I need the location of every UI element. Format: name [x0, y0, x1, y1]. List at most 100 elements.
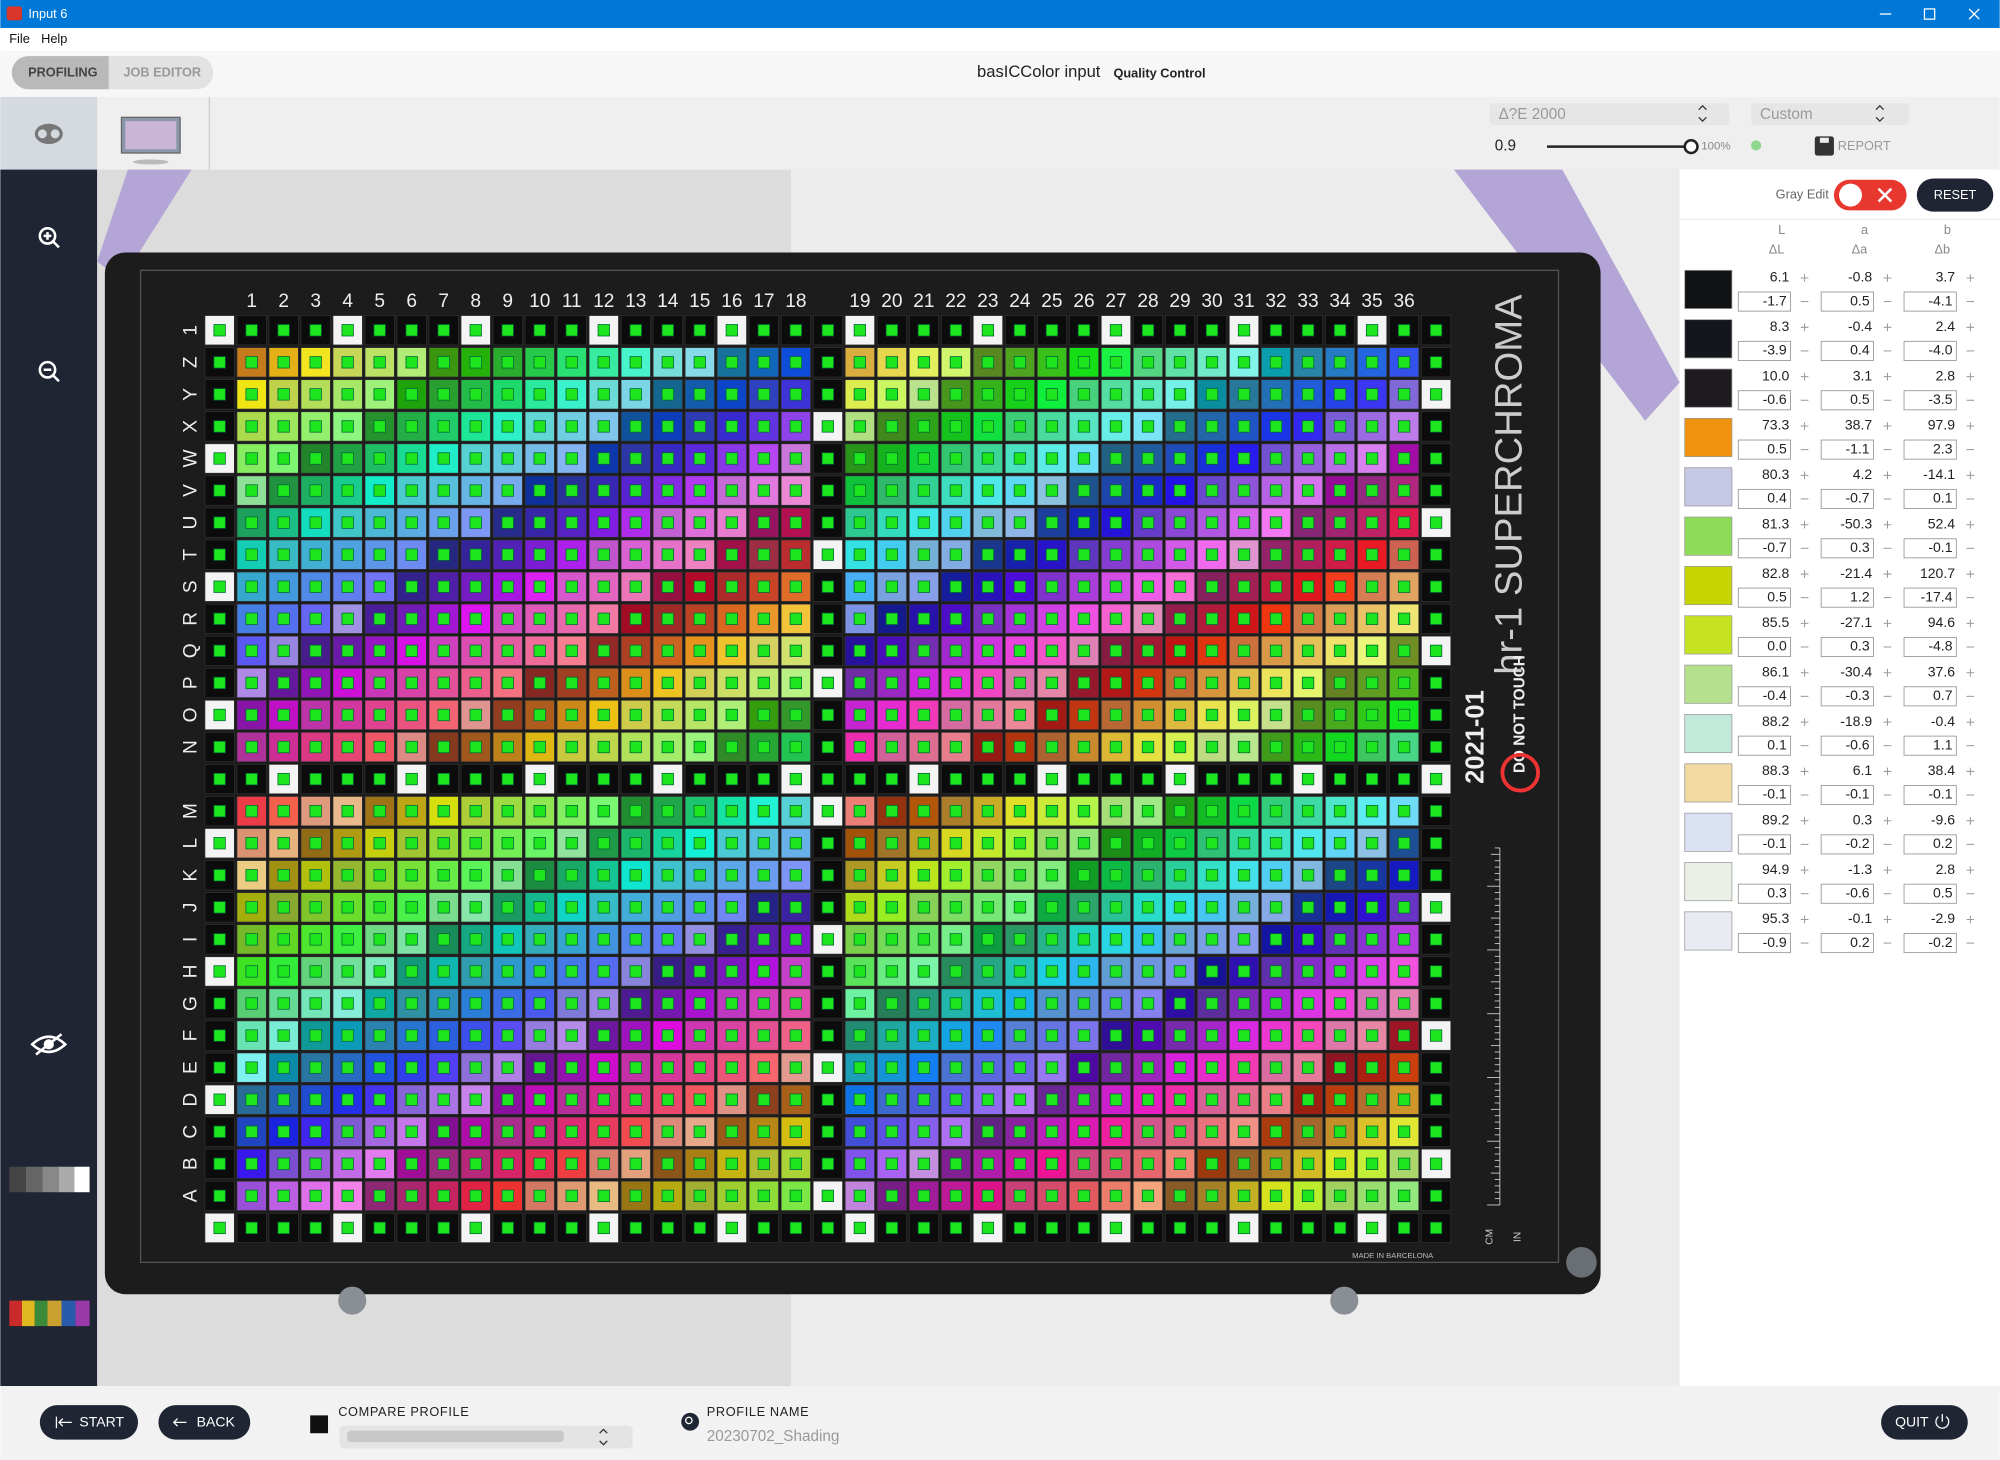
increment-icon[interactable]: [1800, 570, 1809, 578]
delta-box[interactable]: [1737, 785, 1792, 806]
close-icon[interactable]: [1968, 8, 1980, 20]
delta-box[interactable]: [1903, 390, 1957, 411]
search-icon[interactable]: [681, 1412, 700, 1431]
back-button[interactable]: [158, 1405, 251, 1440]
increment-icon[interactable]: [1966, 372, 1975, 381]
delta-box[interactable]: [1737, 834, 1792, 855]
increment-icon[interactable]: [1966, 718, 1975, 726]
delta-box[interactable]: [1903, 785, 1957, 806]
increment-icon[interactable]: [1800, 816, 1809, 825]
delta-box[interactable]: [1820, 686, 1874, 707]
save-icon[interactable]: [1814, 136, 1834, 156]
increment-icon[interactable]: [1800, 767, 1809, 776]
increment-icon[interactable]: [1800, 866, 1809, 874]
increment-icon[interactable]: [1800, 520, 1809, 529]
delta-box[interactable]: [1737, 587, 1792, 608]
compare-checkbox[interactable]: [310, 1415, 329, 1434]
increment-icon[interactable]: [1883, 520, 1892, 529]
increment-icon[interactable]: [1883, 274, 1892, 282]
quit-button[interactable]: [1881, 1405, 1968, 1440]
delta-box[interactable]: [1737, 883, 1792, 904]
delta-box[interactable]: [1737, 933, 1792, 954]
increment-icon[interactable]: [1800, 668, 1809, 677]
increment-icon[interactable]: [1883, 323, 1892, 332]
color-strip[interactable]: [9, 1300, 90, 1327]
increment-icon[interactable]: [1966, 520, 1975, 529]
delta-box[interactable]: [1903, 488, 1957, 509]
delta-box[interactable]: [1903, 883, 1957, 904]
delta-box[interactable]: [1820, 390, 1874, 411]
delta-box[interactable]: [1737, 686, 1792, 707]
increment-icon[interactable]: [1966, 668, 1975, 677]
increment-icon[interactable]: [1883, 767, 1892, 776]
delta-box[interactable]: [1903, 686, 1957, 707]
increment-icon[interactable]: [1966, 816, 1975, 825]
delta-box[interactable]: [1820, 587, 1874, 608]
delta-box[interactable]: [1903, 735, 1957, 756]
increment-icon[interactable]: [1800, 471, 1809, 480]
increment-icon[interactable]: [1800, 619, 1809, 628]
slider-knob[interactable]: [1683, 138, 1699, 155]
delta-box[interactable]: [1903, 340, 1957, 361]
delta-box[interactable]: [1903, 834, 1957, 855]
delta-box[interactable]: [1820, 735, 1874, 756]
delta-box[interactable]: [1820, 291, 1874, 312]
increment-icon[interactable]: [1966, 866, 1975, 874]
delta-box[interactable]: [1903, 933, 1957, 954]
increment-icon[interactable]: [1800, 274, 1809, 282]
delta-box[interactable]: [1737, 636, 1792, 657]
zoom-out-icon[interactable]: [38, 360, 57, 379]
increment-icon[interactable]: [1883, 471, 1892, 480]
gray-strip[interactable]: [9, 1166, 90, 1193]
delta-box[interactable]: [1820, 785, 1874, 806]
delta-box[interactable]: [1737, 291, 1792, 312]
increment-icon[interactable]: [1800, 915, 1809, 924]
delta-box[interactable]: [1820, 439, 1874, 460]
increment-icon[interactable]: [1966, 422, 1975, 430]
delta-box[interactable]: [1737, 390, 1792, 411]
increment-icon[interactable]: [1883, 668, 1892, 677]
delta-box[interactable]: [1820, 636, 1874, 657]
delta-box[interactable]: [1820, 488, 1874, 509]
metric-dropdown[interactable]: [1489, 103, 1730, 125]
zoom-in-icon[interactable]: [38, 226, 57, 245]
increment-icon[interactable]: [1883, 816, 1892, 825]
reset-button[interactable]: [1916, 178, 1994, 212]
delta-box[interactable]: [1903, 439, 1957, 460]
delta-box[interactable]: [1737, 439, 1792, 460]
active-tab[interactable]: [11, 56, 109, 90]
increment-icon[interactable]: [1883, 372, 1892, 381]
increment-icon[interactable]: [1966, 619, 1975, 628]
delta-box[interactable]: [1820, 933, 1874, 954]
increment-icon[interactable]: [1883, 866, 1892, 874]
delta-box[interactable]: [1820, 883, 1874, 904]
increment-icon[interactable]: [1883, 619, 1892, 628]
increment-icon[interactable]: [1966, 274, 1975, 282]
delta-box[interactable]: [1903, 538, 1957, 559]
increment-icon[interactable]: [1966, 767, 1975, 776]
delta-box[interactable]: [1737, 488, 1792, 509]
increment-icon[interactable]: [1883, 915, 1892, 924]
delta-box[interactable]: [1903, 291, 1957, 312]
delta-box[interactable]: [1820, 834, 1874, 855]
maximize-icon[interactable]: [1923, 8, 1936, 20]
delta-box[interactable]: [1737, 538, 1792, 559]
increment-icon[interactable]: [1800, 323, 1809, 332]
delta-box[interactable]: [1737, 735, 1792, 756]
increment-icon[interactable]: [1800, 372, 1809, 381]
delta-box[interactable]: [1903, 587, 1957, 608]
increment-icon[interactable]: [1883, 570, 1892, 578]
delta-box[interactable]: [1903, 636, 1957, 657]
increment-icon[interactable]: [1966, 915, 1975, 924]
delta-box[interactable]: [1737, 340, 1792, 361]
increment-icon[interactable]: [1800, 422, 1809, 430]
delta-box[interactable]: [1820, 538, 1874, 559]
increment-icon[interactable]: [1966, 570, 1975, 578]
increment-icon[interactable]: [1883, 422, 1892, 430]
preset-dropdown[interactable]: [1751, 103, 1910, 125]
increment-icon[interactable]: [1966, 471, 1975, 480]
increment-icon[interactable]: [1883, 718, 1892, 726]
increment-icon[interactable]: [1966, 323, 1975, 332]
delta-box[interactable]: [1820, 340, 1874, 361]
increment-icon[interactable]: [1800, 718, 1809, 726]
